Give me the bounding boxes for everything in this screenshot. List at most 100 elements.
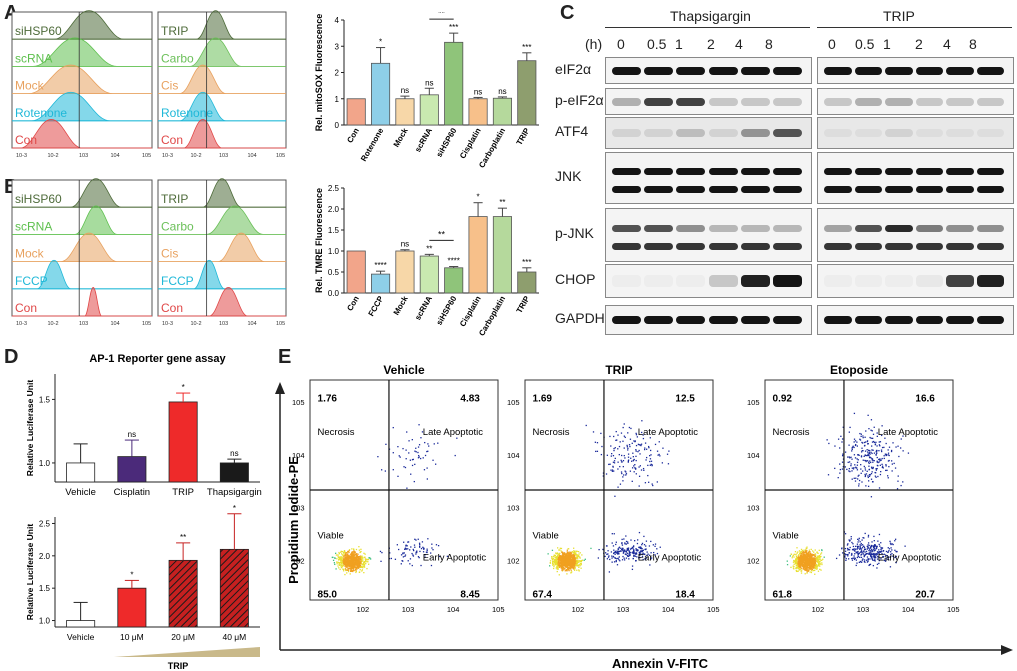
scatter-point xyxy=(630,457,632,459)
scatter-point xyxy=(876,546,878,548)
scatter-point xyxy=(805,554,807,557)
scatter-point xyxy=(886,555,888,557)
scatter-point xyxy=(860,455,863,457)
scatter-point xyxy=(411,464,414,467)
scatter-point xyxy=(572,551,574,554)
significance-mark: ** xyxy=(499,198,505,207)
scatter-point xyxy=(890,543,892,546)
scatter-point xyxy=(380,560,382,562)
scatter-point xyxy=(556,565,558,567)
scatter-point xyxy=(638,475,641,477)
scatter-point xyxy=(402,447,404,450)
scatter-point xyxy=(866,552,868,555)
scatter-point xyxy=(844,556,846,558)
scatter-point xyxy=(870,473,873,475)
scatter-point xyxy=(796,558,799,560)
scatter-point xyxy=(343,553,345,555)
scatter-point xyxy=(650,552,652,554)
significance-mark: **** xyxy=(447,257,459,266)
scatter-point xyxy=(354,557,356,559)
scatter-point xyxy=(652,544,654,546)
scatter-point xyxy=(351,558,353,561)
scatter-point xyxy=(575,552,577,554)
scatter-point xyxy=(808,552,810,554)
scatter-point xyxy=(342,562,345,565)
scatter-point xyxy=(853,467,855,469)
blot-band xyxy=(676,129,706,137)
scatter-point xyxy=(350,563,352,566)
scatter-point xyxy=(873,554,875,556)
scatter-point xyxy=(806,569,808,571)
scatter-point xyxy=(573,551,576,553)
scatter-point xyxy=(888,459,890,462)
scatter-point xyxy=(403,541,405,543)
scatter-point xyxy=(351,565,353,567)
scatter-point xyxy=(404,555,406,557)
scatter-point xyxy=(874,560,876,562)
scatter-point xyxy=(808,568,810,570)
scatter-point xyxy=(871,459,873,461)
scatter-point xyxy=(574,562,576,564)
time-point-label: 4 xyxy=(735,36,743,52)
blot-band xyxy=(708,242,738,250)
scatter-point xyxy=(841,468,844,470)
scatter-point xyxy=(805,558,807,560)
scatter-point xyxy=(625,535,627,537)
blot-band xyxy=(915,129,943,137)
scatter-point xyxy=(880,459,882,461)
scatter-point xyxy=(866,460,869,462)
quadrant-label: Late Apoptotic xyxy=(638,427,698,438)
scatter-point xyxy=(807,558,809,560)
scatter-point xyxy=(357,562,360,565)
histogram-tick: 103 xyxy=(219,321,228,327)
scatter-point xyxy=(622,426,624,429)
scatter-point xyxy=(361,563,364,566)
scatter-point xyxy=(568,557,570,559)
scatter-point xyxy=(865,473,868,475)
scatter-point xyxy=(412,554,414,556)
category-label: Cisplatin xyxy=(114,487,150,498)
scatter-point xyxy=(427,443,429,445)
scatter-point xyxy=(555,560,557,562)
scatter-point xyxy=(355,558,357,561)
quadrant-label: Necrosis xyxy=(773,427,810,438)
scatter-point xyxy=(622,555,624,558)
scatter-point xyxy=(407,541,409,543)
scatter-point xyxy=(417,538,419,540)
scatter-point xyxy=(418,454,420,457)
scatter-point xyxy=(347,569,349,571)
histogram-tick: 105 xyxy=(142,153,151,159)
scatter-point xyxy=(850,465,852,467)
scatter-point xyxy=(649,464,651,466)
scatter-point xyxy=(638,557,640,559)
scatter-point xyxy=(867,547,869,549)
scatter-point xyxy=(338,562,340,564)
scatter-point xyxy=(841,548,843,550)
category-label: Con xyxy=(345,126,361,144)
scatter-point xyxy=(844,451,847,453)
scatter-point xyxy=(891,470,893,472)
scatter-point xyxy=(853,477,855,479)
scatter-point xyxy=(418,444,421,446)
scatter-point xyxy=(881,466,884,469)
scatter-point xyxy=(558,559,560,561)
blot-band xyxy=(915,316,943,324)
scatter-point xyxy=(898,455,900,458)
scatter-point xyxy=(859,546,861,548)
scatter-point xyxy=(555,559,557,561)
scatter-point xyxy=(860,550,863,553)
scatter-point xyxy=(804,556,807,558)
histogram-label: Cis xyxy=(161,247,178,261)
scatter-point xyxy=(620,461,623,463)
scatter-point xyxy=(620,459,622,462)
scatter-point xyxy=(859,432,861,435)
scatter-point xyxy=(403,548,406,550)
scatter-point xyxy=(632,456,635,458)
scatter-point xyxy=(648,545,651,547)
histogram-peak xyxy=(12,37,152,67)
scatter-point xyxy=(839,447,841,449)
scatter-point xyxy=(356,556,358,558)
time-point-label: 4 xyxy=(943,36,951,52)
scatter-point xyxy=(795,555,798,558)
scatter-point xyxy=(332,556,334,559)
